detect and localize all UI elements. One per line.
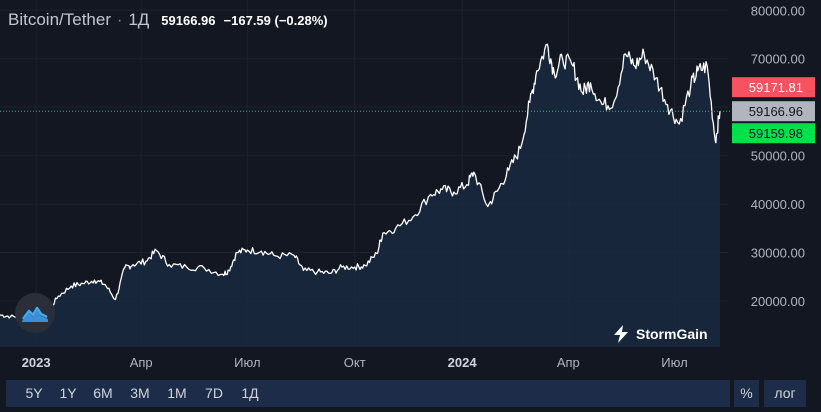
x-axis: 2023 Апр Июл Окт 2024 Апр Июл [22,355,688,370]
ask-price-tag: 59171.81 [732,77,815,98]
x-tick-label: Апр [557,355,580,370]
last-price-tag: 59166.96 [732,101,815,122]
timeframe-1d-button[interactable]: 1Д [241,385,259,401]
price-change: −167.59 (−0.28%) [223,13,328,28]
timeframe-5y-button[interactable]: 5Y [25,385,43,401]
interval-label: 1Д [128,10,150,29]
price-area-fill [0,44,720,347]
ask-price-tag-value: 59171.81 [749,80,803,95]
x-tick-label: 2023 [22,355,51,370]
x-tick-label: Окт [344,355,366,370]
brand-name: StormGain [636,326,708,342]
stormgain-brand: StormGain [612,324,708,344]
y-tick-label: 50000.00 [751,149,805,164]
bid-price-tag-bg [732,123,815,144]
x-tick-label: Июл [661,355,687,370]
timeframe-bar [6,380,730,407]
timeframe-6m-button[interactable]: 6M [93,385,113,401]
ask-price-tag-bg [732,77,815,98]
logo-badge[interactable] [15,293,55,333]
bid-price-tag: 59159.98 [732,123,815,144]
y-tick-label: 70000.00 [751,52,805,67]
legend-separator: · [117,12,123,29]
y-tick-label: 20000.00 [751,294,805,309]
last-price-tag-bg [732,101,815,122]
log-scale-button[interactable]: лог [764,380,806,407]
y-tick-label: 80000.00 [751,3,805,18]
bottom-toolbar: 5Y 1Y 6M 3M 1M 7D 1Д % лог [0,376,821,412]
x-tick-label: Апр [130,355,153,370]
timeframe-7d-button[interactable]: 7D [205,385,223,401]
price-line [0,43,721,320]
timeframe-3m-button[interactable]: 3M [130,385,150,401]
y-tick-label: 30000.00 [751,246,805,261]
y-tick-label: 40000.00 [751,197,805,212]
last-price-tag-value: 59166.96 [749,104,803,119]
symbol-name: Bitcoin/Tether [8,10,111,29]
y-axis: 80000.0070000.0060000.0050000.0040000.00… [751,3,805,309]
symbol-legend: Bitcoin/Tether · 1Д 59166.96 −167.59 (−0… [8,10,328,30]
timeframe-1y-button[interactable]: 1Y [59,385,77,401]
last-price: 59166.96 [161,13,216,28]
stormgain-logo-icon [614,325,628,343]
price-tags: 59171.81 59166.96 59159.98 [732,77,815,144]
x-tick-label: Июл [234,355,260,370]
bid-price-tag-value: 59159.98 [749,126,803,141]
percent-scale-button[interactable]: % [734,380,759,407]
cloud-chart-icon [22,306,48,322]
timeframe-1m-button[interactable]: 1M [167,385,187,401]
x-tick-label: 2024 [448,355,478,370]
